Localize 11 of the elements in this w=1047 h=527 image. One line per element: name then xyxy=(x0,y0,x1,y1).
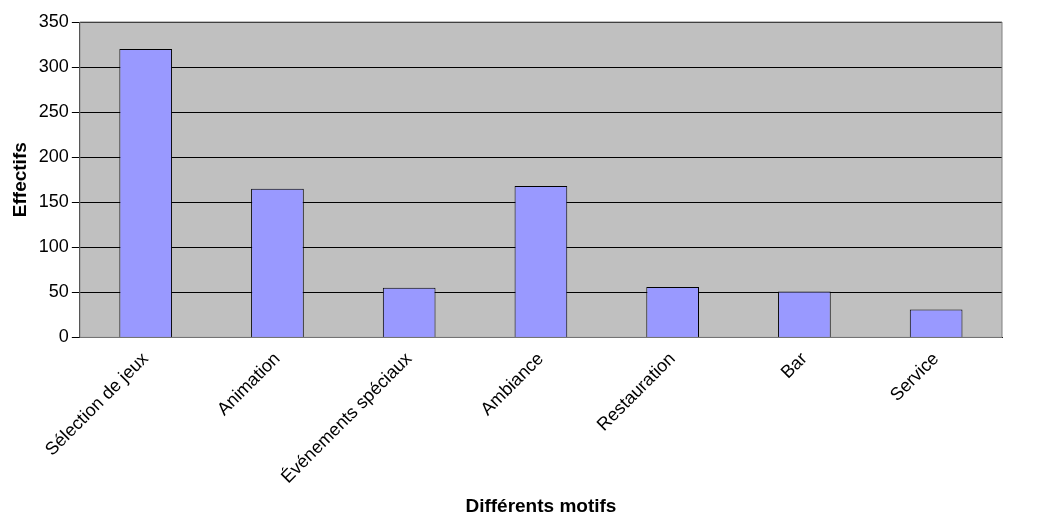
y-tick-label: 350 xyxy=(38,10,69,31)
y-tick-label: 50 xyxy=(48,281,69,302)
y-tick-label: 300 xyxy=(38,56,69,77)
x-axis-title: Différents motifs xyxy=(465,494,617,516)
y-tick-label: 150 xyxy=(38,191,69,212)
y-tick-label: 200 xyxy=(38,146,69,167)
y-tick-label: 250 xyxy=(38,101,69,122)
y-tick-label: 100 xyxy=(38,236,69,257)
y-tick-label: 0 xyxy=(58,326,69,347)
x-tick-label: Bar xyxy=(776,348,811,383)
y-axis-title: Effectifs xyxy=(8,142,30,218)
